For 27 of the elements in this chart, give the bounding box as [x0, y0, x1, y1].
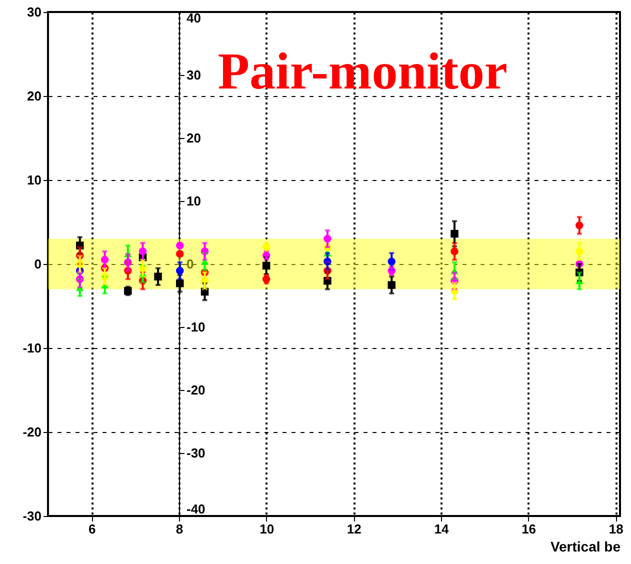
- x-tick-label: 10: [260, 522, 274, 536]
- point: [176, 250, 184, 258]
- y-tick-label: -10: [22, 340, 42, 356]
- text: Pair-monitor: [218, 43, 508, 100]
- x-tick-label: 12: [346, 522, 362, 536]
- y-tick-label: -20: [22, 424, 42, 440]
- y2-tick-label: -40: [186, 502, 206, 516]
- y-tick-label: 30: [27, 4, 42, 20]
- y2-tick-label: -30: [186, 446, 206, 460]
- x-tick-label: 16: [522, 522, 536, 536]
- y2-tick-label: 40: [186, 10, 201, 26]
- y-tick-label: 0: [34, 256, 42, 272]
- x-tick-label: 6: [88, 522, 96, 536]
- y2-tick-label: 20: [186, 130, 201, 146]
- y-tick-label: 20: [27, 88, 42, 104]
- x-tick-label: 8: [176, 522, 184, 536]
- point: [176, 242, 184, 250]
- x-axis-title: Vertical be: [550, 538, 621, 554]
- x-tick-label: 14: [434, 522, 450, 536]
- y2-tick-label: 30: [186, 68, 201, 82]
- y-tick-label: 10: [27, 172, 42, 188]
- y2-tick-label: -10: [186, 320, 206, 334]
- y2-tick-label: 10: [186, 194, 201, 208]
- y2-tick-label: -20: [186, 382, 206, 398]
- x-tick-label: 18: [608, 522, 624, 536]
- y-tick-label: -30: [22, 508, 42, 524]
- y2-tick-label: 0: [186, 256, 194, 272]
